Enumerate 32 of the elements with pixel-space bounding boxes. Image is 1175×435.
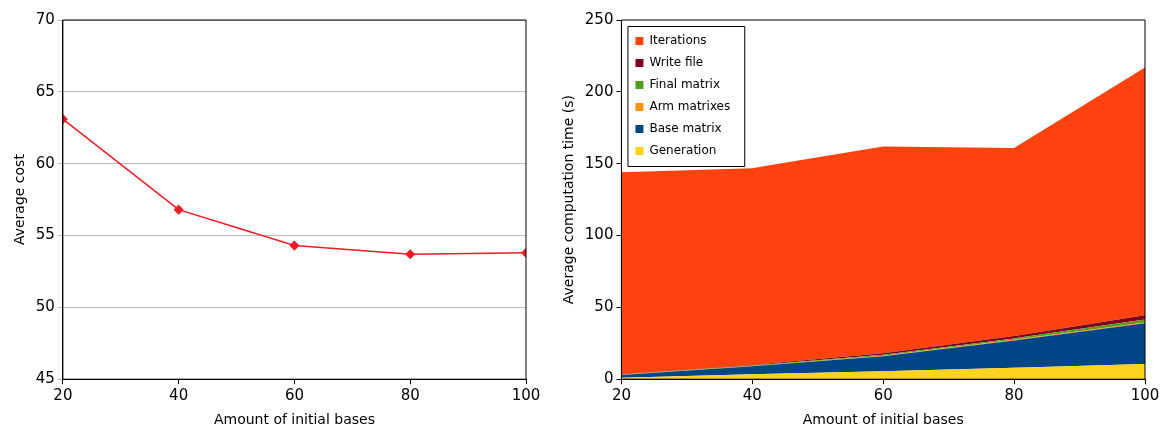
y-tick-label: 60 xyxy=(35,153,55,172)
y-tick-label: 50 xyxy=(594,297,614,316)
legend-label: Final matrix xyxy=(649,77,721,92)
x-tick-label: 60 xyxy=(873,386,893,405)
x-tick-label: 20 xyxy=(53,386,73,405)
x-axis-title: Amount of initial bases xyxy=(213,411,375,428)
legend-label: Base matrix xyxy=(649,121,722,136)
legend-label: Generation xyxy=(649,143,717,158)
y-tick-label: 250 xyxy=(584,9,614,28)
x-tick-label: 40 xyxy=(742,386,762,405)
x-tick-label: 100 xyxy=(511,386,541,405)
y-axis-title: Average computation time (s) xyxy=(560,94,577,305)
y-tick-label: 50 xyxy=(35,297,55,316)
y-tick-label: 55 xyxy=(35,225,55,244)
x-axis-title: Amount of initial bases xyxy=(802,411,964,428)
y-tick-label: 0 xyxy=(603,369,614,388)
y-tick-label: 100 xyxy=(584,225,614,244)
legend-label: Iterations xyxy=(649,33,707,48)
x-tick-label: 60 xyxy=(284,386,304,405)
x-tick-label: 80 xyxy=(1004,386,1024,405)
y-tick-label: 70 xyxy=(35,9,55,28)
legend-label: Arm matrixes xyxy=(649,99,731,114)
y-tick-label: 200 xyxy=(584,81,614,100)
y-tick-label: 65 xyxy=(35,81,55,100)
legend-label: Write file xyxy=(649,55,704,70)
y-tick-label: 150 xyxy=(584,153,614,172)
x-tick-label: 80 xyxy=(400,386,420,405)
y-tick-label: 45 xyxy=(35,369,55,388)
y-axis-title: Average cost xyxy=(11,153,28,246)
x-tick-label: 40 xyxy=(169,386,189,405)
x-tick-label: 20 xyxy=(611,386,631,405)
x-tick-label: 100 xyxy=(1130,386,1160,405)
